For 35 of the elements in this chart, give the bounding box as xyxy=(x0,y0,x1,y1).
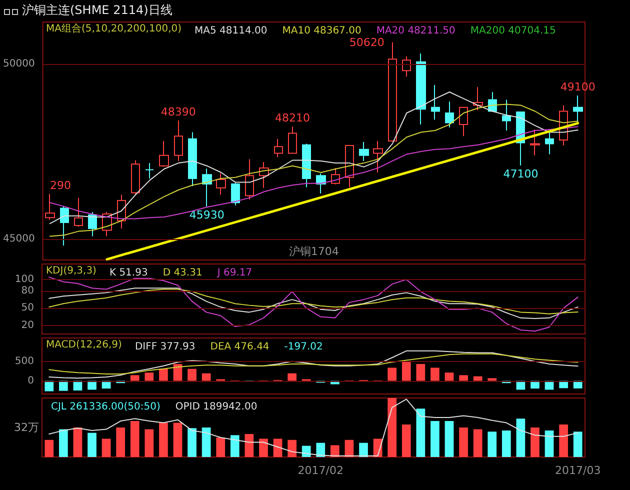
text: 290 xyxy=(50,178,71,192)
chart-title: 沪铜主连(SHME 2114)日线 xyxy=(22,3,172,17)
y-tick-label: 50 xyxy=(21,302,34,314)
text: MA10 48367.00 xyxy=(282,26,362,36)
annotation: 沪铜1704 xyxy=(288,245,339,258)
text: -197.02 xyxy=(284,342,323,352)
text: 50620 xyxy=(349,36,384,49)
text: 49100 xyxy=(560,80,596,94)
chart-subtitle: MA组合(5,10,20,200,100,0) xyxy=(46,22,182,34)
y-tick-label: 20 xyxy=(21,320,34,331)
series-label: OPID 189942.00 xyxy=(175,402,258,412)
y-tick-label: 500 xyxy=(14,356,34,367)
x-tick-label: 2017/02 xyxy=(298,464,344,477)
legend-label: MA200 40704.15 xyxy=(470,26,556,36)
chart-subtitle: KDJ(9,3,3) xyxy=(46,266,97,276)
text: J 69.17 xyxy=(216,268,252,278)
text: 48390 xyxy=(160,105,196,118)
y-tick-label: 80 xyxy=(21,285,34,296)
y-tick-label: 50000 xyxy=(3,58,35,70)
y-tick-label: 0 xyxy=(28,375,34,386)
text: 47100 xyxy=(503,168,538,180)
chart-subtitle: MACD(12,26,9) xyxy=(46,340,122,350)
series-label: DEA 476.44 xyxy=(210,342,270,352)
series-label: DIFF 377.93 xyxy=(134,342,196,352)
text: 48210 xyxy=(275,112,310,125)
series-label: D 43.31 xyxy=(162,268,202,278)
text: 45930 xyxy=(189,208,224,222)
x-tick-label: 2017/03 xyxy=(555,464,601,477)
y-tick-label: 100 xyxy=(14,274,34,285)
text: MA5 48114.00 xyxy=(194,26,268,36)
y-tick-label: 45000 xyxy=(3,234,35,244)
series-label: K 51.93 xyxy=(109,268,148,278)
text: 32万 xyxy=(14,421,39,434)
series-label: CJL 261336.00(50:50) xyxy=(51,402,160,412)
text: MA20 48211.50 xyxy=(376,26,456,36)
